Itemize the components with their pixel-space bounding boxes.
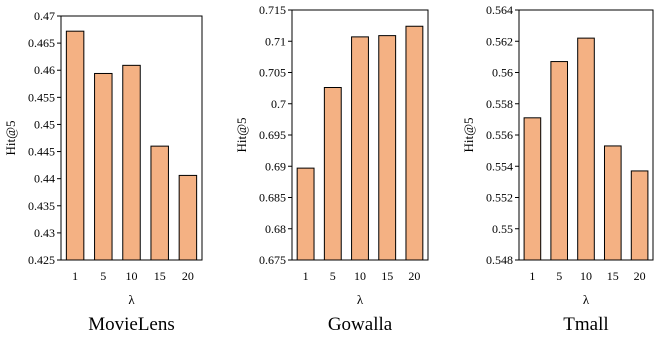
y-tick-label: 0.445 <box>28 145 55 159</box>
y-tick-label: 0.465 <box>28 36 55 50</box>
y-tick-label: 0.705 <box>259 66 286 80</box>
x-tick-label: 1 <box>529 269 535 283</box>
panel-title: MovieLens <box>88 314 175 335</box>
y-tick-label: 0.552 <box>486 191 513 205</box>
y-tick-label: 0.425 <box>28 253 55 267</box>
bar-5 <box>323 87 342 261</box>
panel-title: Gowalla <box>328 314 393 335</box>
y-tick-label: 0.46 <box>34 63 55 77</box>
y-tick-label: 0.43 <box>34 226 55 240</box>
y-tick-label: 0.55 <box>492 222 513 236</box>
panel-title: Tmall <box>563 314 608 335</box>
x-tick-label: 1 <box>72 269 78 283</box>
y-axis-title: Hit@5 <box>3 120 18 155</box>
y-tick-label: 0.68 <box>265 222 286 236</box>
y-axis-title: Hit@5 <box>461 117 476 152</box>
bar-10 <box>351 36 369 261</box>
y-tick-label: 0.695 <box>259 128 286 142</box>
x-tick-label: 10 <box>126 269 138 283</box>
y-tick-label: 0.556 <box>486 128 513 142</box>
bar-20 <box>178 174 198 261</box>
bar-20 <box>630 170 649 261</box>
y-tick-label: 0.558 <box>486 97 513 111</box>
bar-20 <box>405 25 424 261</box>
y-tick-label: 0.562 <box>486 34 513 48</box>
bar-5 <box>550 61 569 261</box>
y-axis-title: Hit@5 <box>234 117 249 152</box>
x-tick-label: 20 <box>182 269 194 283</box>
bar-10 <box>577 37 595 261</box>
y-tick-label: 0.47 <box>34 9 55 23</box>
x-tick-label: 5 <box>100 269 106 283</box>
bar-5 <box>94 72 113 261</box>
y-tick-label: 0.564 <box>486 3 513 17</box>
x-axis-title: λ <box>583 292 590 307</box>
y-tick-label: 0.69 <box>265 159 286 173</box>
y-tick-label: 0.685 <box>259 191 286 205</box>
y-tick-label: 0.548 <box>486 253 513 267</box>
y-tick-label: 0.45 <box>34 117 55 131</box>
bar-1 <box>523 117 542 261</box>
x-tick-label: 5 <box>556 269 562 283</box>
y-tick-label: 0.56 <box>492 66 513 80</box>
x-tick-label: 20 <box>408 269 420 283</box>
x-tick-label: 15 <box>607 269 619 283</box>
y-tick-label: 0.675 <box>259 253 286 267</box>
bar-1 <box>65 30 85 261</box>
bar-15 <box>603 145 622 261</box>
x-tick-label: 10 <box>354 269 366 283</box>
y-tick-label: 0.435 <box>28 199 55 213</box>
bar-15 <box>378 35 397 261</box>
y-tick-label: 0.554 <box>486 159 513 173</box>
x-tick-label: 1 <box>303 269 309 283</box>
bar-10 <box>122 64 141 261</box>
x-tick-label: 20 <box>634 269 646 283</box>
bar-1 <box>296 167 315 261</box>
x-axis-title: λ <box>128 292 135 307</box>
x-tick-label: 10 <box>580 269 592 283</box>
x-tick-label: 15 <box>154 269 166 283</box>
y-tick-label: 0.7 <box>271 97 286 111</box>
y-tick-label: 0.455 <box>28 90 55 104</box>
x-axis-title: λ <box>357 292 364 307</box>
y-tick-label: 0.71 <box>265 34 286 48</box>
x-tick-label: 15 <box>381 269 393 283</box>
y-tick-label: 0.715 <box>259 3 286 17</box>
bar-15 <box>150 145 169 261</box>
x-tick-label: 5 <box>330 269 336 283</box>
y-tick-label: 0.44 <box>34 172 55 186</box>
